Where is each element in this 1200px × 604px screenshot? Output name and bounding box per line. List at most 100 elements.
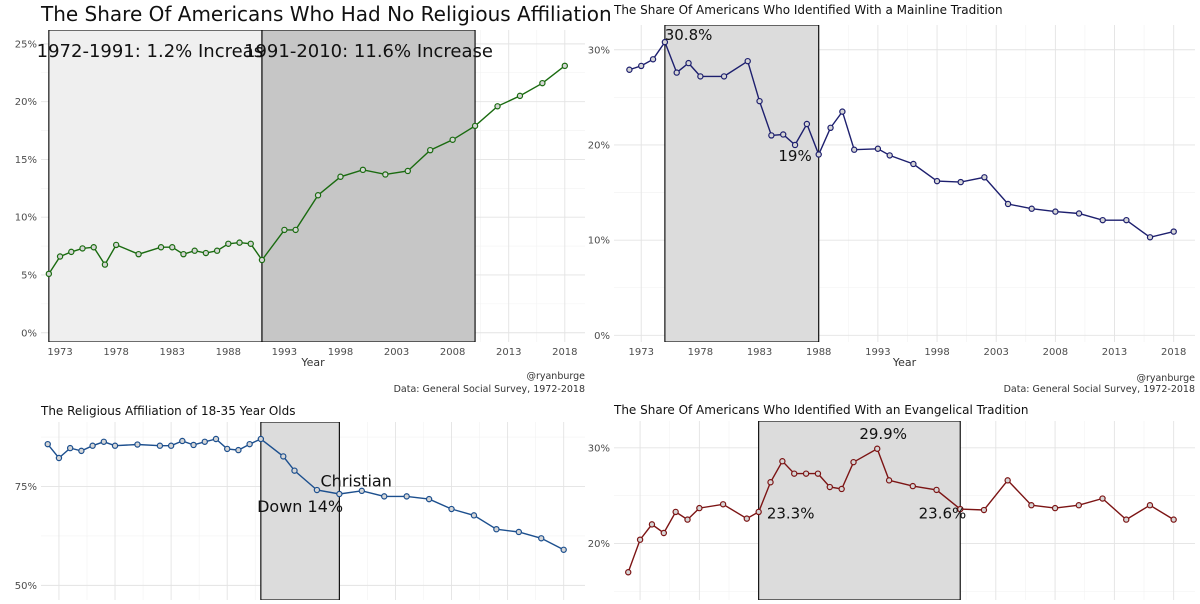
data-point — [802, 470, 810, 477]
data-point — [957, 178, 964, 186]
data-point — [672, 508, 679, 516]
shaded-region — [48, 30, 263, 342]
data-point — [1146, 234, 1154, 241]
data-point — [382, 171, 389, 178]
x-tick-label: 2008 — [440, 347, 465, 358]
data-point — [803, 120, 811, 128]
data-point — [720, 73, 728, 80]
data-point — [44, 440, 51, 448]
data-point — [79, 245, 86, 252]
data-point — [292, 226, 299, 234]
x-tick-label: 1998 — [924, 347, 949, 358]
data-point — [280, 453, 287, 460]
y-tick-label: 20% — [588, 140, 610, 151]
data-point — [981, 174, 988, 181]
data-point — [1146, 502, 1154, 509]
data-annotation: Christian — [321, 471, 392, 490]
data-point — [213, 247, 221, 254]
chart-caption: Data: General Social Survey, 1972-2018 — [1004, 384, 1195, 395]
x-tick-label: 1988 — [806, 347, 831, 358]
data-point — [625, 569, 632, 576]
chart-title: The Share Of Americans Who Had No Religi… — [40, 2, 612, 26]
shaded-region — [758, 421, 961, 600]
data-point — [648, 521, 656, 528]
data-point — [157, 244, 165, 251]
y-tick-label: 50% — [15, 581, 37, 592]
x-tick-label: 2018 — [552, 347, 577, 358]
data-point — [1075, 502, 1083, 509]
x-tick-label: 1978 — [688, 347, 713, 358]
data-point — [89, 442, 96, 449]
data-annotation: 29.9% — [859, 425, 907, 443]
data-point — [661, 38, 669, 46]
data-point — [780, 131, 787, 138]
shaded-region — [664, 25, 820, 342]
shaded-region — [261, 30, 476, 342]
y-tick-label: 0% — [594, 331, 610, 342]
chart-title: The Share Of Americans Who Identified Wi… — [613, 403, 1028, 417]
data-point — [838, 485, 845, 493]
data-point — [111, 442, 119, 449]
data-point — [1028, 205, 1035, 212]
x-tick-label: 1973 — [628, 347, 653, 358]
data-point — [561, 62, 569, 70]
data-point — [515, 528, 523, 536]
data-point — [169, 244, 176, 251]
y-tick-label: 30% — [588, 443, 610, 454]
data-point — [756, 97, 763, 105]
data-annotation: 30.8% — [665, 26, 713, 44]
data-annotation: 23.6% — [919, 505, 967, 523]
data-point — [78, 447, 85, 455]
chart-caption: Data: General Social Survey, 1972-2018 — [394, 384, 585, 395]
data-point — [1004, 477, 1011, 484]
y-tick-label: 30% — [588, 45, 610, 56]
data-point — [135, 250, 142, 258]
data-point — [381, 493, 388, 500]
y-tick-label: 75% — [15, 482, 37, 493]
data-point — [336, 490, 343, 498]
chart-caption: @ryanburge — [1136, 373, 1195, 384]
data-point — [768, 132, 775, 139]
data-point — [719, 501, 727, 508]
data-point — [1052, 208, 1059, 215]
data-point — [980, 506, 988, 514]
data-point — [449, 136, 456, 143]
data-point — [779, 458, 786, 465]
y-tick-label: 15% — [15, 155, 37, 166]
data-point — [257, 435, 265, 443]
data-point — [886, 152, 893, 159]
x-tick-label: 2013 — [1102, 347, 1127, 358]
data-point — [291, 467, 298, 474]
data-point — [539, 79, 546, 87]
data-point — [560, 546, 567, 553]
data-point — [314, 192, 322, 199]
data-point — [933, 486, 940, 494]
y-tick-label: 20% — [588, 539, 610, 550]
data-point — [223, 445, 231, 453]
shaded-region-label: 1991-2010: 11.6% Increase — [244, 41, 493, 62]
data-point — [180, 250, 187, 258]
data-point — [1004, 200, 1012, 208]
data-point — [358, 487, 365, 495]
data-point — [933, 177, 941, 185]
data-point — [425, 495, 433, 503]
y-tick-label: 10% — [588, 236, 610, 247]
data-point — [649, 56, 657, 63]
x-axis-label: Year — [300, 356, 325, 369]
y-tick-label: 25% — [15, 39, 37, 50]
chart-caption: @ryanburge — [526, 371, 585, 382]
x-tick-label: 1993 — [272, 347, 297, 358]
data-point — [448, 505, 455, 513]
data-point — [337, 173, 344, 180]
data-point — [743, 515, 751, 522]
data-point — [538, 535, 545, 542]
x-tick-label: 1998 — [328, 347, 353, 358]
data-point — [246, 440, 253, 448]
data-point — [851, 146, 858, 153]
data-point — [359, 166, 367, 174]
data-point — [626, 66, 633, 73]
data-point — [313, 486, 321, 494]
shaded-region-label: 1972-1991: 1.2% Increase — [37, 41, 275, 62]
